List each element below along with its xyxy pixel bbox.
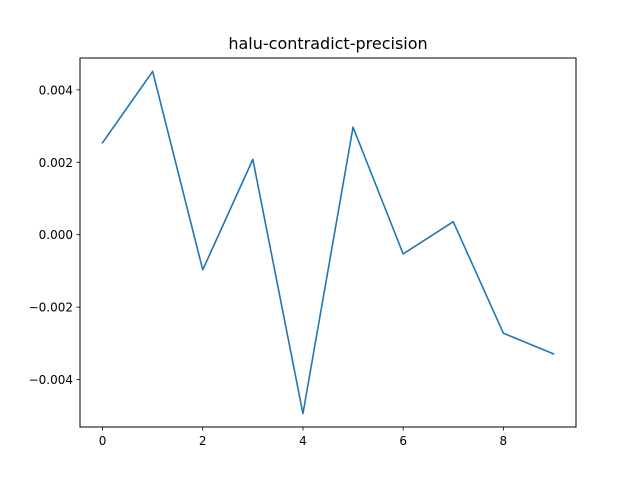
x-tick-label: 6 xyxy=(399,434,407,448)
y-tick-label: 0.000 xyxy=(39,228,73,242)
plot-frame xyxy=(79,57,577,428)
series-layer xyxy=(101,70,555,415)
series-line xyxy=(101,70,555,415)
x-tick-label: 4 xyxy=(299,434,307,448)
x-tick-label: 0 xyxy=(99,434,107,448)
x-axis: 0 2 4 6 8 xyxy=(99,427,507,448)
y-tick-label: 0.004 xyxy=(39,83,73,97)
y-tick-label: −0.002 xyxy=(29,301,73,315)
y-tick-label: −0.004 xyxy=(29,373,73,387)
x-tick-label: 8 xyxy=(500,434,508,448)
chart-title: halu-contradict-precision xyxy=(228,34,427,53)
y-axis: −0.004 −0.002 0.000 0.002 0.004 xyxy=(29,83,80,387)
x-tick-label: 2 xyxy=(199,434,207,448)
y-tick-label: 0.002 xyxy=(39,156,73,170)
